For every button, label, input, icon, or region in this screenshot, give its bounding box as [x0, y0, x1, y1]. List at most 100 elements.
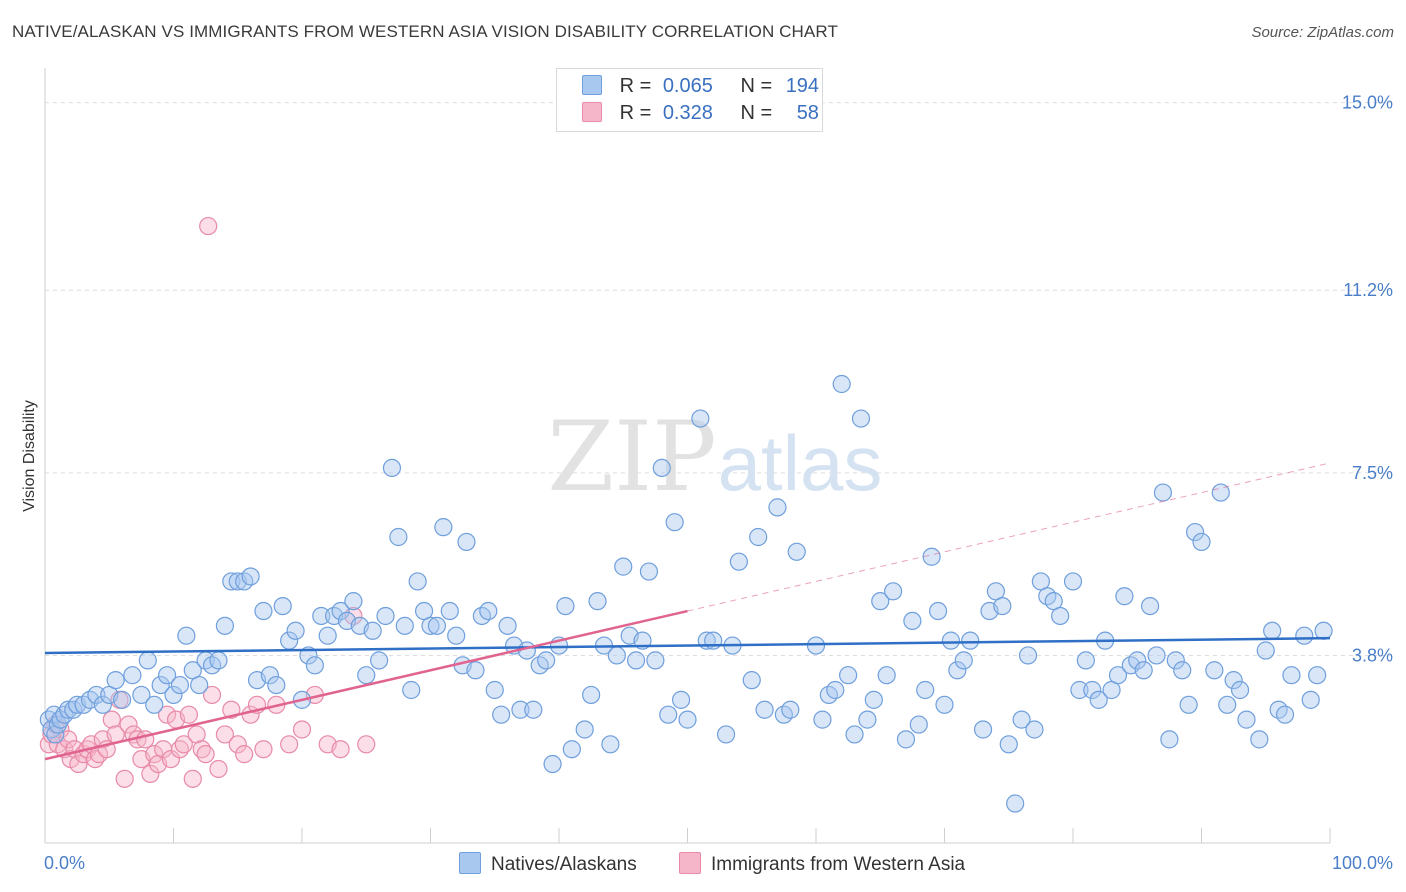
- data-point-natives: [1211, 483, 1230, 502]
- data-point-natives: [1147, 646, 1166, 665]
- data-point-natives: [1140, 596, 1160, 616]
- data-point-immigrants: [183, 769, 202, 788]
- data-point-natives: [877, 666, 896, 685]
- data-point-natives: [408, 572, 427, 591]
- data-point-natives: [1051, 606, 1070, 626]
- data-point-natives: [48, 715, 67, 734]
- data-point-natives: [254, 601, 273, 621]
- data-point-natives: [331, 601, 350, 621]
- data-point-natives: [678, 710, 697, 729]
- legend-n-value: 58: [796, 102, 819, 124]
- data-point-natives: [312, 606, 331, 626]
- data-point-natives: [864, 690, 883, 709]
- data-point-natives: [305, 656, 324, 675]
- y-tick-label: 11.2%: [1343, 280, 1393, 300]
- data-point-natives: [1282, 666, 1301, 685]
- data-point-immigrants: [357, 735, 376, 754]
- legend-item-immigrants: Immigrants from Western Asia: [679, 852, 965, 876]
- legend-label-natives: Natives/Alaskans: [491, 854, 637, 875]
- data-point-natives: [93, 695, 112, 714]
- data-point-immigrants: [196, 745, 215, 764]
- series-blue-points: [39, 374, 1333, 813]
- data-point-natives: [1076, 651, 1095, 670]
- data-point-natives: [961, 631, 980, 650]
- data-point-natives: [1166, 651, 1185, 670]
- data-point-natives: [1308, 666, 1327, 685]
- legend-r-label: R =: [619, 75, 652, 97]
- data-point-natives: [1185, 522, 1205, 542]
- data-point-natives: [434, 518, 453, 537]
- legend-n-label: N =: [740, 75, 773, 97]
- data-point-natives: [190, 675, 209, 695]
- data-point-natives: [928, 601, 948, 621]
- data-point-immigrants: [119, 715, 138, 734]
- data-point-natives: [1173, 661, 1192, 680]
- data-point-natives: [832, 374, 851, 394]
- data-point-immigrants: [280, 735, 299, 754]
- data-point-natives: [813, 710, 832, 729]
- data-point-natives: [537, 651, 556, 670]
- data-point-immigrants: [254, 740, 273, 759]
- data-point-natives: [787, 542, 806, 561]
- data-point-natives: [511, 700, 530, 719]
- data-point-natives: [1179, 695, 1198, 714]
- data-point-natives: [132, 685, 151, 705]
- data-point-natives: [781, 700, 800, 719]
- data-point-immigrants: [331, 740, 350, 759]
- chart-title: NATIVE/ALASKAN VS IMMIGRANTS FROM WESTER…: [12, 22, 838, 41]
- data-point-natives: [151, 675, 170, 695]
- data-point-natives: [1192, 532, 1211, 552]
- watermark-atlas: atlas: [718, 419, 883, 507]
- x-tick-label: 0.0%: [44, 853, 85, 873]
- legend-n-value: 194: [785, 75, 820, 97]
- data-point-natives: [222, 572, 241, 591]
- data-point-natives: [607, 646, 626, 665]
- data-point-natives: [344, 592, 363, 611]
- data-point-natives: [492, 705, 511, 724]
- data-point-natives: [106, 671, 125, 690]
- data-point-natives: [845, 725, 864, 744]
- data-point-natives: [485, 680, 504, 700]
- data-point-natives: [241, 567, 260, 586]
- data-point-immigrants: [115, 769, 134, 788]
- data-point-natives: [267, 675, 286, 695]
- data-point-natives: [112, 690, 132, 709]
- tick-labels: 3.8% 7.5% 11.2% 15.0% 0.0% 100.0%: [44, 93, 1393, 873]
- data-point-natives: [614, 557, 633, 576]
- watermark-zip: ZIP: [547, 401, 716, 513]
- legend-swatch-blue: [582, 75, 602, 95]
- legend-label-immigrants: Immigrants from Western Asia: [711, 854, 966, 875]
- data-point-natives: [543, 754, 562, 774]
- data-point-natives: [177, 626, 196, 645]
- data-point-immigrants: [145, 745, 164, 764]
- data-point-natives: [922, 547, 941, 566]
- data-point-natives: [858, 710, 877, 729]
- data-point-natives: [123, 666, 142, 685]
- data-point-natives: [916, 680, 935, 700]
- data-point-natives: [382, 458, 402, 478]
- data-point-natives: [1224, 671, 1243, 690]
- data-point-natives: [1128, 651, 1147, 670]
- data-point-natives: [954, 651, 973, 670]
- data-point-natives: [1205, 661, 1224, 680]
- data-point-natives: [768, 498, 787, 517]
- data-point-natives: [389, 527, 408, 547]
- data-point-natives: [402, 680, 421, 700]
- watermark: ZIP atlas: [547, 401, 882, 513]
- y-tick-label: 7.5%: [1352, 463, 1393, 483]
- data-point-natives: [883, 582, 903, 601]
- data-point-natives: [562, 740, 581, 759]
- legend-item-natives: Natives/Alaskans: [459, 852, 637, 876]
- data-point-natives: [363, 621, 382, 640]
- legend-n-label: N =: [740, 102, 773, 124]
- data-point-natives: [440, 601, 459, 621]
- data-point-natives: [941, 631, 961, 650]
- data-point-natives: [691, 409, 710, 428]
- data-point-natives: [524, 700, 543, 719]
- data-point-immigrants: [228, 735, 247, 754]
- data-point-natives: [1083, 680, 1102, 700]
- data-point-natives: [575, 720, 594, 739]
- data-point-natives: [370, 651, 389, 670]
- data-point-natives: [164, 685, 183, 705]
